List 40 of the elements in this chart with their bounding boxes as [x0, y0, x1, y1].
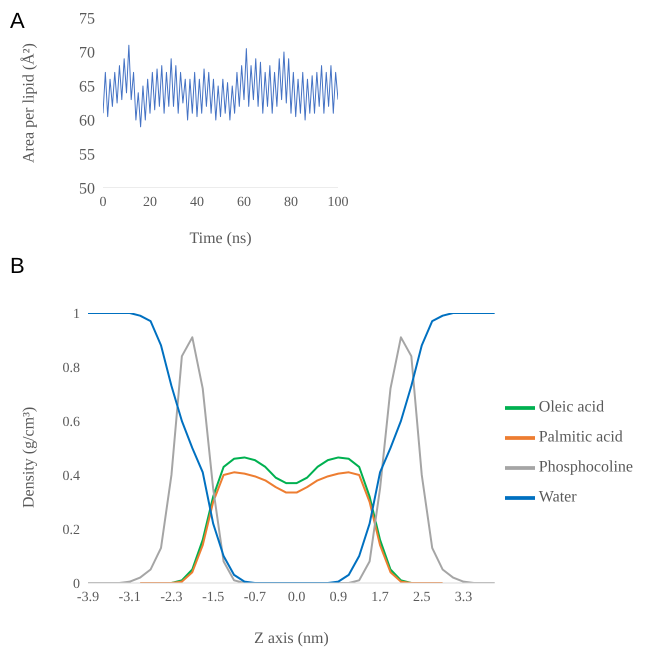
x-tick-label: 2.5 [413, 590, 431, 605]
y-tick-label: 60 [79, 112, 95, 130]
x-tick-label: -1.5 [202, 590, 224, 605]
y-axis-title: Area per lipid (Å²) [20, 43, 38, 163]
x-tick-label: 20 [143, 194, 157, 210]
x-tick-label: 60 [237, 194, 251, 210]
legend-label: Water [538, 488, 577, 506]
line-series [103, 44, 338, 128]
y-tick-label: 0.4 [62, 468, 80, 484]
x-tick-label: -2.3 [160, 590, 183, 605]
y-axis-title: Density (g/cm³) [20, 406, 38, 508]
x-tick-label: 3.3 [454, 590, 472, 605]
x-axis-title: Time (ns) [189, 230, 252, 247]
y-tick-label: 1 [73, 306, 80, 322]
x-tick-label: -3.9 [76, 590, 100, 605]
x-tick-label: 100 [328, 194, 348, 210]
chart-title: B [10, 253, 25, 279]
x-tick-label: 0.9 [330, 590, 348, 605]
legend-label: Oleic acid [538, 398, 604, 416]
y-tick-label: 0.2 [62, 522, 80, 538]
y-tick-label: 50 [79, 180, 95, 198]
x-tick-label: 80 [284, 194, 298, 210]
chart-title: A [10, 8, 25, 34]
x-tick-label: 0 [100, 194, 106, 210]
x-tick-label: -0.7 [244, 590, 266, 605]
line-series [139, 471, 444, 583]
y-tick-label: 75 [79, 10, 95, 28]
y-tick-label: 0.8 [62, 360, 80, 376]
y-tick-label: 0.6 [62, 414, 80, 430]
y-tick-label: 55 [79, 146, 95, 164]
x-tick-label: 1.7 [371, 590, 389, 605]
legend-label: Phosphocoline [538, 458, 633, 476]
legend-label: Palmitic acid [538, 428, 623, 446]
y-tick-label: 65 [79, 78, 95, 96]
x-tick-label: 40 [190, 194, 204, 210]
x-axis-title: Z axis (nm) [254, 630, 329, 647]
x-tick-label: 0.0 [288, 590, 306, 605]
y-tick-label: 70 [79, 44, 95, 62]
x-tick-label: -3.1 [118, 590, 141, 605]
y-tick-label: 0 [73, 576, 80, 592]
